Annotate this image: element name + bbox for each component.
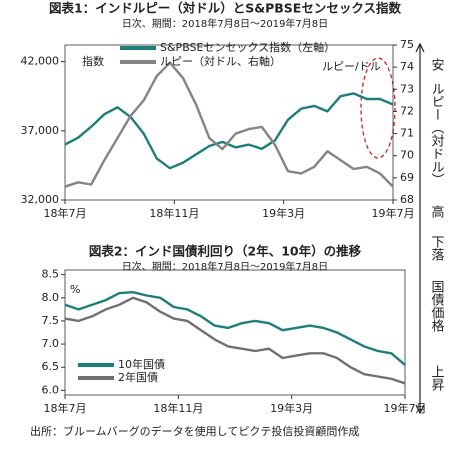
x-tick-label: 18年11月 — [153, 401, 203, 415]
chart-subtitle: 日次、期間：2018年7月8日～2019年7月8日 — [122, 260, 328, 273]
legend-label: S&PBSEセンセックス指数（左軸） — [160, 40, 335, 54]
source: 出所：ブルームバーグのデータを使用してピクテ投信投資顧問作成 — [30, 424, 359, 438]
y-tick-label: 6.0 — [42, 383, 60, 396]
y-tick-label: 7.5 — [42, 314, 60, 327]
series-line — [64, 61, 394, 188]
chart-subtitle: 日次、期間：2018年7月8日～2019年7月8日 — [122, 17, 328, 30]
y2-tick-label: 74 — [400, 60, 414, 73]
right-label: 国債価格 — [429, 280, 445, 332]
y-tick-label: 8.0 — [42, 291, 60, 304]
y2-tick-label: 69 — [400, 171, 414, 184]
y2-tick-label: 68 — [400, 193, 414, 206]
y-label: % — [70, 283, 80, 296]
y-tick-label: 32,000 — [21, 193, 60, 206]
annotation: ルピー/ドル — [322, 60, 381, 73]
plot-frame — [64, 44, 394, 201]
y2-label: ルピー（対ドル） — [429, 82, 445, 186]
y2-bottom-label: 高 — [429, 204, 445, 218]
y-tick-label: 37,000 — [21, 124, 60, 137]
y-tick-label: 7.0 — [42, 337, 60, 350]
y2-tick-label: 71 — [400, 127, 414, 140]
x-tick-label: 18年7月 — [44, 206, 87, 220]
y-tick-label: 42,000 — [21, 55, 60, 68]
x-tick-label: 18年11月 — [149, 206, 199, 220]
y2-tick-label: 75 — [400, 38, 414, 51]
series-line — [64, 291, 406, 366]
legend-label: 10年国債 — [118, 357, 165, 371]
x-tick-label: 19年7月 — [384, 401, 427, 415]
y-label: 指数 — [82, 54, 104, 68]
y2-top-label: 安 — [429, 58, 445, 71]
x-tick-label: 19年3月 — [262, 206, 305, 220]
x-tick-label: 19年3月 — [270, 401, 313, 415]
highlight-ellipse — [360, 57, 396, 159]
chart-title: 図表2：インド国債利回り（2年、10年）の推移 — [89, 244, 362, 259]
arrow-heads — [415, 42, 425, 415]
y-tick-label: 8.5 — [42, 268, 60, 281]
series-line — [64, 296, 406, 385]
y2-tick-label: 70 — [400, 149, 414, 162]
y2-tick-label: 73 — [400, 82, 414, 95]
y2-tick-label: 72 — [400, 104, 414, 117]
y-tick-label: 6.5 — [42, 360, 60, 373]
x-tick-label: 18年7月 — [44, 401, 87, 415]
right-bottom-label: 上昇 — [429, 365, 445, 391]
chart-title: 図表1：インドルピー（対ドル）とS&PBSEセンセックス指数 — [49, 1, 401, 16]
legend-label: ルピー（対ドル、右軸） — [160, 54, 281, 68]
x-tick-label: 19年7月 — [372, 206, 415, 220]
legend-label: 2年国債 — [118, 370, 158, 384]
series-line — [64, 92, 394, 170]
right-top-label: 下落 — [429, 235, 445, 261]
plot-frame — [64, 269, 406, 396]
